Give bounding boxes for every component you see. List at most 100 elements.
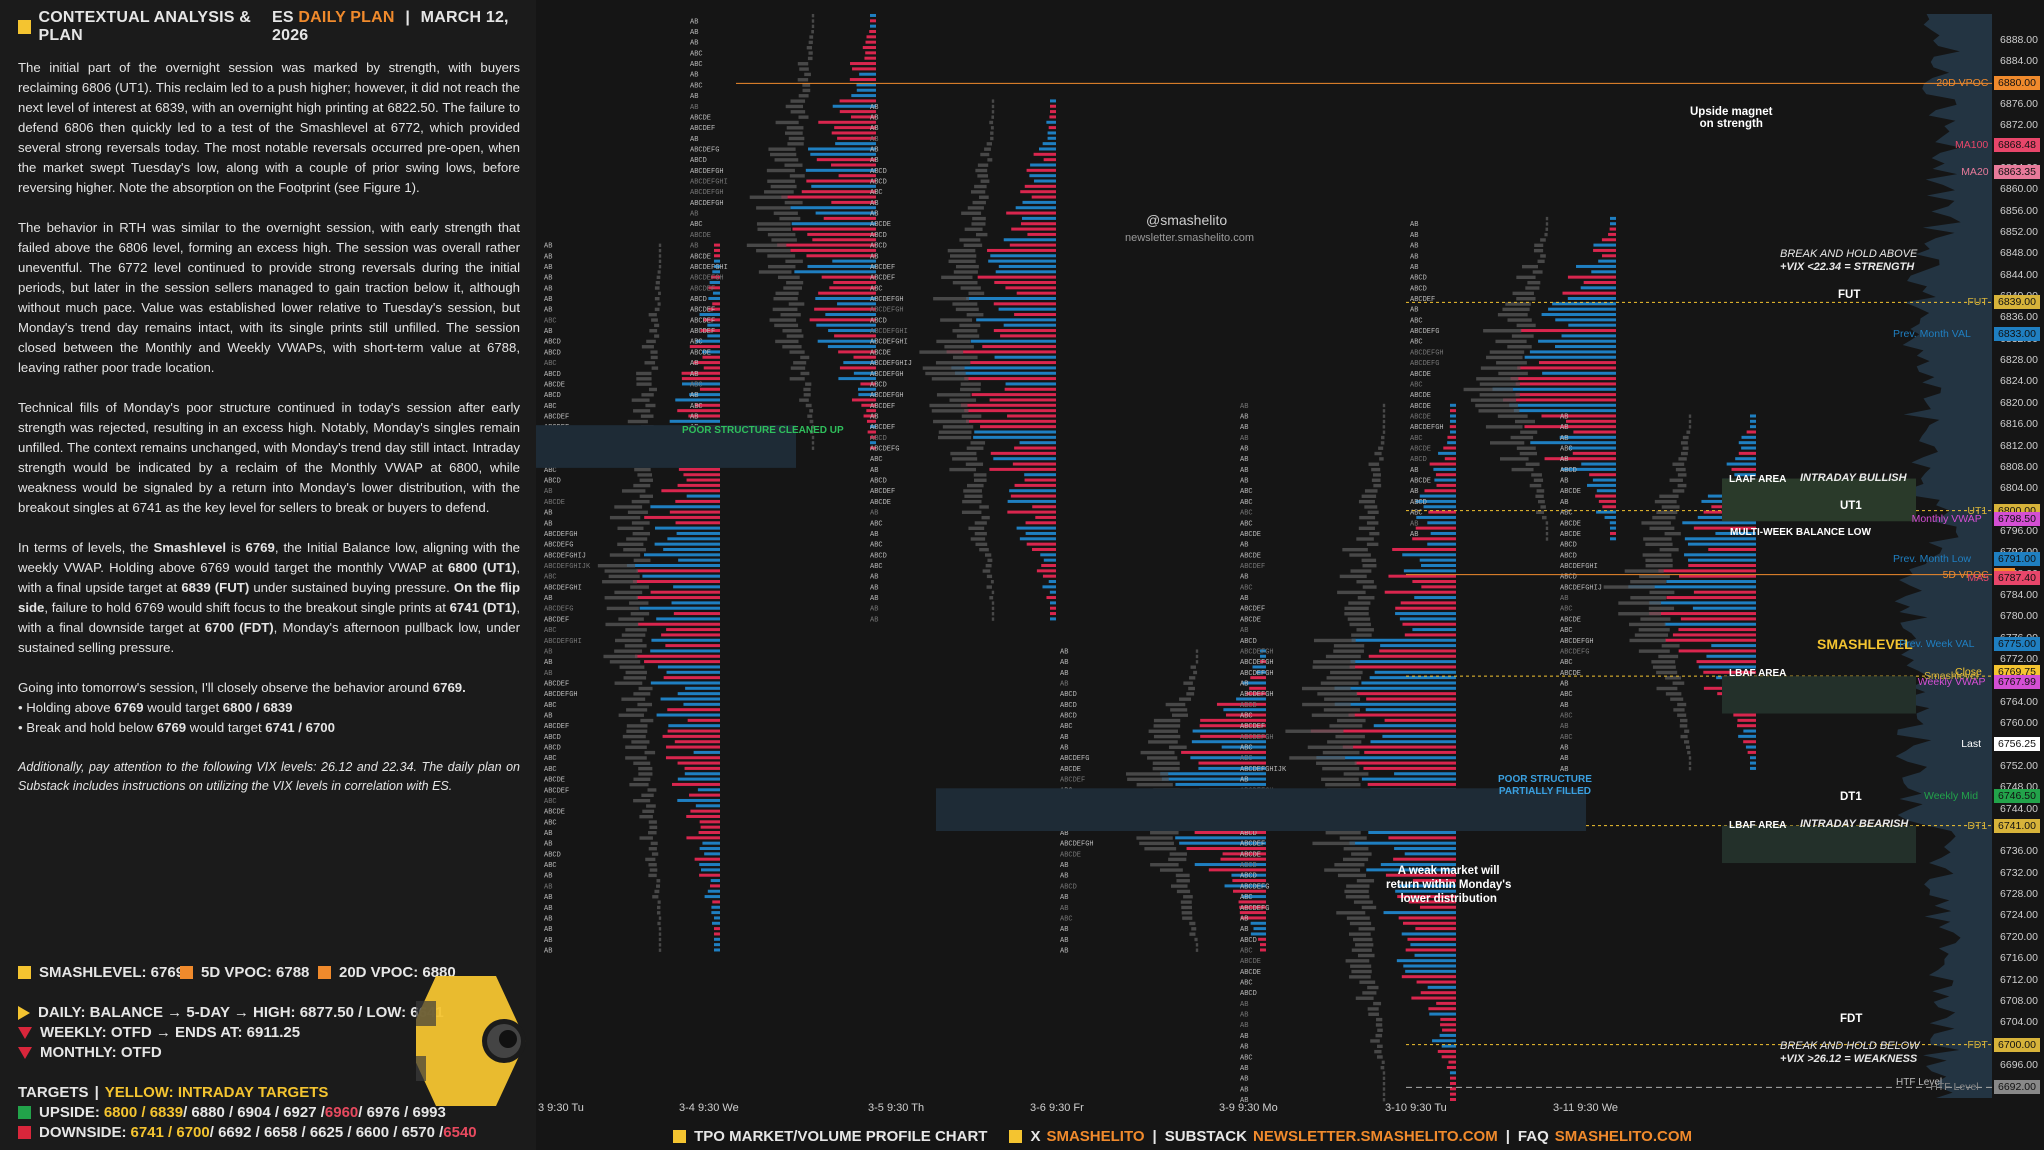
tpo-bar [619,665,645,669]
volume-bar [1687,542,1756,546]
tpo-bar [1489,350,1525,354]
volume-bar [1436,483,1456,487]
volume-bar [825,313,876,317]
tpo-bar [935,361,971,365]
level-tag: 6746.50 [1994,789,2040,804]
volume-bar [643,553,720,557]
volume-bar [1492,387,1616,391]
tpo-bar [809,409,814,413]
price-tick: 6824.00 [2000,375,2038,388]
volume-bar [1541,414,1616,418]
volume-bar [1366,697,1456,701]
volume-bar [801,190,876,194]
level-tag: 6787.40 [1994,570,2040,585]
tpo-bar [649,329,658,333]
tpo-letters: ABCDEFGH [1410,349,1444,357]
volume-bar [704,895,720,899]
volume-bar [1524,355,1616,359]
volume-bar [1042,142,1056,146]
tpo-bar [784,200,803,205]
volume-bar [1399,617,1456,621]
tpo-bar [1342,547,1368,552]
volume-bar [1194,863,1266,867]
tpo-letters: ABCDEFG [1410,360,1439,368]
tpo-letters: ABCDE [1560,531,1581,539]
poor-structure-cleaned: POOR STRUCTURE CLEANED UP [682,425,844,436]
tpo-bar [975,542,988,547]
tpo-bar [1659,494,1679,498]
footer-x-link[interactable]: SMASHELITO [1046,1127,1145,1145]
volume-bar [707,889,720,893]
tpo-bar [636,371,652,376]
volume-bar [1258,937,1266,941]
volume-bar [1403,921,1456,925]
volume-bar [1224,884,1266,888]
tpo-bar [657,921,661,926]
tpo-bar [772,307,798,312]
tpo-bar [633,761,651,765]
volume-bar [1441,1055,1456,1059]
tpo-letters: ABCDEFGHI [870,328,908,336]
volume-bar [835,142,876,146]
tpo-bar [623,676,647,680]
tpo-bar [1170,884,1188,888]
volume-bar [634,654,720,658]
ut1-label: UT1 [1840,500,1862,512]
volume-bar [1750,766,1756,770]
tpo-bar [1382,1081,1386,1086]
tpo-bar [633,777,651,781]
price-tick: 6712.00 [2000,973,2038,986]
volume-bar [1342,745,1456,749]
volume-bar [1042,574,1056,578]
volume-bar [1404,852,1456,856]
footer-faq-link[interactable]: SMASHELITO.COM [1554,1127,1692,1145]
tpo-bar [1186,692,1195,696]
tpo-bar [656,911,661,915]
volume-bar [1738,441,1756,445]
volume-bar [1593,243,1616,247]
tpo-bar [1516,446,1536,450]
volume-bar [1412,537,1456,541]
panel-title: CONTEXTUAL ANALYSIS & PLAN [38,9,252,44]
tpo-bar [1652,665,1676,669]
tpo-bar [797,62,809,66]
tpo-bar [799,398,809,402]
tpo-bar [633,558,651,563]
tpo-bar [950,451,977,456]
tpo-bar [609,515,641,520]
tpo-letters: ABCDE [1560,670,1581,678]
tpo-bar [626,537,648,541]
symbol: ES [272,9,294,26]
tpo-letters: AB [690,413,698,421]
tpo-bar [919,350,964,354]
tpo-bar [1677,713,1687,717]
footer-substack-link[interactable]: NEWSLETTER.SMASHELITO.COM [1252,1127,1498,1145]
level-tag: 6756.25 [1994,737,2040,752]
tpo-letters: AB [690,40,698,48]
tpo-letters: AB [1410,221,1418,229]
tpo-bar [658,291,661,296]
volume-bar [858,393,876,397]
tpo-bar [979,505,989,509]
analysis-paragraph: The initial part of the overnight sessio… [18,60,520,195]
tpo-bar [1505,302,1531,306]
tpo-bar [991,617,995,621]
volume-bar [806,179,876,183]
volume-bar [866,35,876,39]
tpo-bar [1634,633,1669,637]
tpo-letters: AB [1060,648,1068,656]
watermark-site: newsletter.smashelito.com [1125,232,1254,244]
tpo-bar [1665,692,1682,696]
volume-bar [1411,996,1456,1000]
volume-bar [1316,756,1456,760]
break-hold-below: BREAK AND HOLD BELOW [1780,1040,1920,1052]
volume-bar [1365,708,1456,712]
level-name-tag: DT1 [1967,819,1988,832]
tpo-bar [630,612,650,616]
tpo-bar [933,419,970,424]
volume-bar [1260,943,1266,947]
tpo-bar [985,564,992,568]
volume-bar [1672,633,1756,637]
volume-bar [1419,494,1456,498]
tpo-bar [963,489,982,493]
